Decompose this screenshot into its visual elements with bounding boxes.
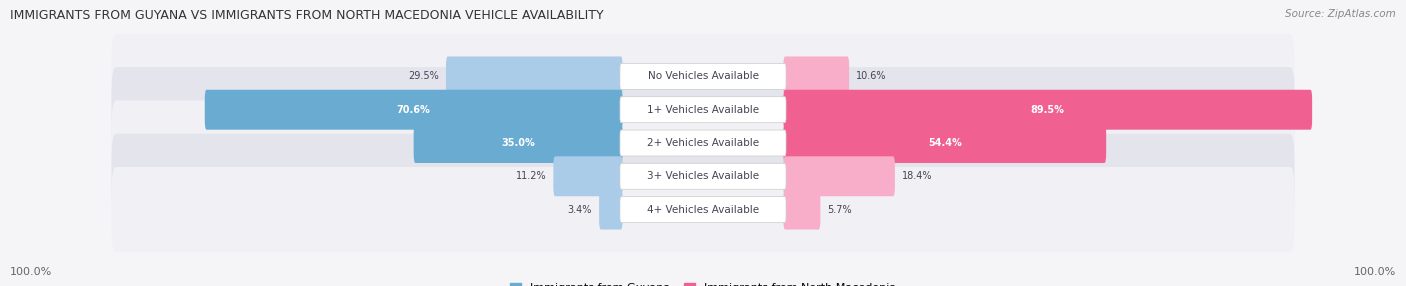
FancyBboxPatch shape (620, 63, 786, 90)
FancyBboxPatch shape (783, 90, 1312, 130)
FancyBboxPatch shape (783, 190, 820, 230)
Text: 29.5%: 29.5% (408, 72, 439, 82)
Text: 4+ Vehicles Available: 4+ Vehicles Available (647, 204, 759, 214)
FancyBboxPatch shape (205, 90, 623, 130)
FancyBboxPatch shape (554, 156, 623, 196)
Text: 10.6%: 10.6% (856, 72, 887, 82)
Text: 11.2%: 11.2% (516, 171, 547, 181)
FancyBboxPatch shape (620, 196, 786, 223)
FancyBboxPatch shape (783, 156, 894, 196)
Text: 100.0%: 100.0% (1354, 267, 1396, 277)
Text: 89.5%: 89.5% (1031, 105, 1064, 115)
FancyBboxPatch shape (111, 67, 1295, 152)
FancyBboxPatch shape (446, 56, 623, 96)
Text: 54.4%: 54.4% (928, 138, 962, 148)
Text: 5.7%: 5.7% (827, 204, 852, 214)
Legend: Immigrants from Guyana, Immigrants from North Macedonia: Immigrants from Guyana, Immigrants from … (510, 283, 896, 286)
Text: 18.4%: 18.4% (901, 171, 932, 181)
FancyBboxPatch shape (599, 190, 623, 230)
FancyBboxPatch shape (111, 34, 1295, 119)
FancyBboxPatch shape (783, 56, 849, 96)
Text: IMMIGRANTS FROM GUYANA VS IMMIGRANTS FROM NORTH MACEDONIA VEHICLE AVAILABILITY: IMMIGRANTS FROM GUYANA VS IMMIGRANTS FRO… (10, 9, 603, 21)
Text: 35.0%: 35.0% (502, 138, 536, 148)
Text: 100.0%: 100.0% (10, 267, 52, 277)
FancyBboxPatch shape (111, 167, 1295, 252)
FancyBboxPatch shape (111, 100, 1295, 186)
Text: 70.6%: 70.6% (396, 105, 430, 115)
Text: No Vehicles Available: No Vehicles Available (648, 72, 758, 82)
Text: 3.4%: 3.4% (568, 204, 592, 214)
FancyBboxPatch shape (111, 134, 1295, 219)
Text: 3+ Vehicles Available: 3+ Vehicles Available (647, 171, 759, 181)
FancyBboxPatch shape (620, 130, 786, 156)
FancyBboxPatch shape (620, 163, 786, 189)
FancyBboxPatch shape (783, 123, 1107, 163)
Text: 1+ Vehicles Available: 1+ Vehicles Available (647, 105, 759, 115)
Text: Source: ZipAtlas.com: Source: ZipAtlas.com (1285, 9, 1396, 19)
Text: 2+ Vehicles Available: 2+ Vehicles Available (647, 138, 759, 148)
FancyBboxPatch shape (620, 97, 786, 123)
FancyBboxPatch shape (413, 123, 623, 163)
